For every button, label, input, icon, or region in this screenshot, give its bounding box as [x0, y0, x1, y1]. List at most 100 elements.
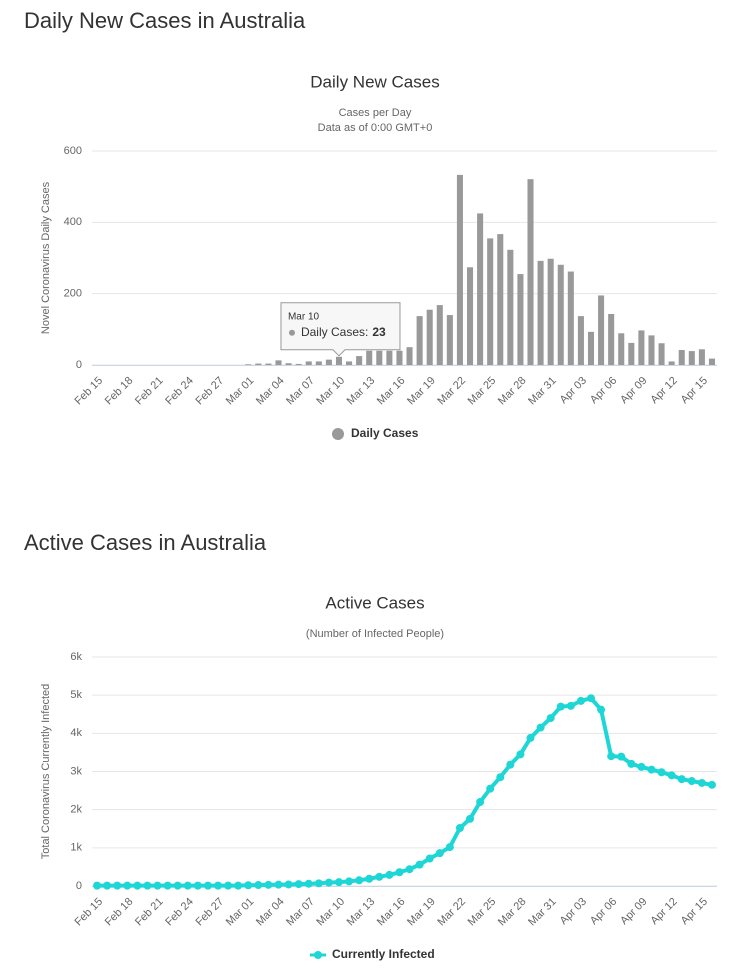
y-tick-label: 6k — [70, 651, 82, 663]
marker — [546, 714, 555, 723]
x-tick-label: Mar 28 — [496, 375, 529, 408]
marker — [677, 775, 686, 784]
y-tick-label: 1k — [70, 842, 82, 854]
bar — [598, 295, 605, 365]
marker — [133, 881, 142, 890]
legend-symbol — [314, 951, 322, 959]
marker — [274, 880, 283, 889]
x-tick-label: Feb 27 — [193, 375, 226, 408]
marker — [637, 762, 646, 771]
x-tick-label: Apr 09 — [618, 896, 649, 927]
y-tick-label: 400 — [64, 216, 82, 228]
marker — [415, 860, 424, 869]
marker — [697, 778, 706, 787]
marker — [294, 880, 303, 889]
marker — [123, 881, 132, 890]
bar — [678, 350, 685, 365]
marker — [586, 694, 595, 703]
y-axis-title: Novel Coronavirus Daily Cases — [40, 181, 52, 334]
bar — [477, 213, 484, 365]
marker — [385, 870, 394, 879]
bar — [587, 331, 595, 365]
x-tick-label: Apr 12 — [648, 896, 679, 927]
marker — [526, 733, 535, 742]
bar — [295, 363, 302, 365]
bar — [406, 347, 413, 365]
section-heading: Daily New Cases in Australia — [24, 8, 306, 33]
bar — [436, 305, 443, 365]
x-tick-label: Mar 07 — [284, 896, 317, 929]
marker — [113, 881, 122, 890]
chart-subtitle: Cases per Day — [339, 107, 412, 119]
marker — [234, 881, 243, 890]
marker — [667, 771, 676, 780]
bar — [305, 361, 312, 365]
marker — [334, 878, 343, 887]
marker — [93, 881, 102, 890]
bar — [517, 274, 524, 365]
marker — [203, 881, 212, 890]
marker — [264, 880, 273, 889]
bar — [456, 174, 463, 365]
bar — [507, 249, 514, 365]
x-tick-label: Mar 01 — [224, 375, 257, 408]
bar — [547, 258, 554, 365]
marker — [435, 849, 444, 858]
x-tick-label: Feb 18 — [103, 375, 136, 408]
bar — [416, 316, 423, 365]
tooltip-text: Daily Cases: 23 — [301, 325, 386, 339]
bar — [366, 350, 373, 365]
x-tick-label: Mar 25 — [466, 896, 499, 929]
bar — [446, 315, 453, 365]
x-tick-label: Mar 01 — [224, 896, 257, 929]
bar — [335, 356, 342, 365]
legend-label: Currently Infected — [332, 947, 435, 961]
x-tick-label: Apr 15 — [679, 375, 710, 406]
x-tick-label: Feb 18 — [103, 896, 136, 929]
bar — [346, 361, 353, 365]
x-tick-label: Mar 31 — [526, 896, 559, 929]
x-tick-label: Mar 16 — [375, 896, 408, 929]
marker — [476, 798, 485, 807]
tooltip-value: 23 — [372, 325, 386, 339]
marker — [566, 701, 575, 710]
marker — [657, 768, 666, 777]
marker — [103, 881, 112, 890]
y-tick-label: 3k — [70, 765, 82, 777]
x-tick-label: Feb 15 — [73, 896, 106, 929]
x-tick-label: Mar 22 — [435, 896, 468, 929]
bar — [608, 313, 615, 365]
section-heading: Active Cases in Australia — [24, 530, 267, 555]
marker — [425, 854, 434, 863]
x-tick-label: Apr 06 — [588, 375, 619, 406]
bar — [426, 309, 433, 365]
x-tick-label: Feb 24 — [163, 896, 196, 929]
chart: Active Cases (Number of Infected People) T… — [40, 593, 717, 961]
x-tick-label: Mar 04 — [254, 375, 287, 408]
x-tick-label: Apr 09 — [618, 375, 649, 406]
bar — [527, 179, 534, 365]
marker — [466, 814, 475, 823]
marker — [617, 752, 626, 761]
chart-title: Daily New Cases — [310, 72, 439, 91]
marker — [244, 881, 253, 890]
line — [97, 696, 713, 888]
marker — [345, 877, 354, 886]
bar — [557, 264, 564, 365]
legend-label: Daily Cases — [351, 426, 419, 440]
marker — [516, 750, 525, 759]
marker — [314, 879, 323, 888]
marker — [143, 881, 152, 890]
bar — [356, 356, 363, 365]
x-tick-label: Mar 10 — [314, 896, 347, 929]
bar — [285, 363, 292, 365]
marker — [607, 752, 616, 761]
tooltip-title: Mar 10 — [288, 311, 320, 322]
tooltip-symbol — [288, 329, 295, 336]
marker — [405, 865, 414, 874]
tooltip-box — [280, 302, 401, 357]
marker — [183, 881, 192, 890]
y-axis-title: Total Coronavirus Currently Infected — [40, 684, 52, 859]
bar — [668, 361, 675, 365]
y-tick-label: 2k — [70, 804, 82, 816]
